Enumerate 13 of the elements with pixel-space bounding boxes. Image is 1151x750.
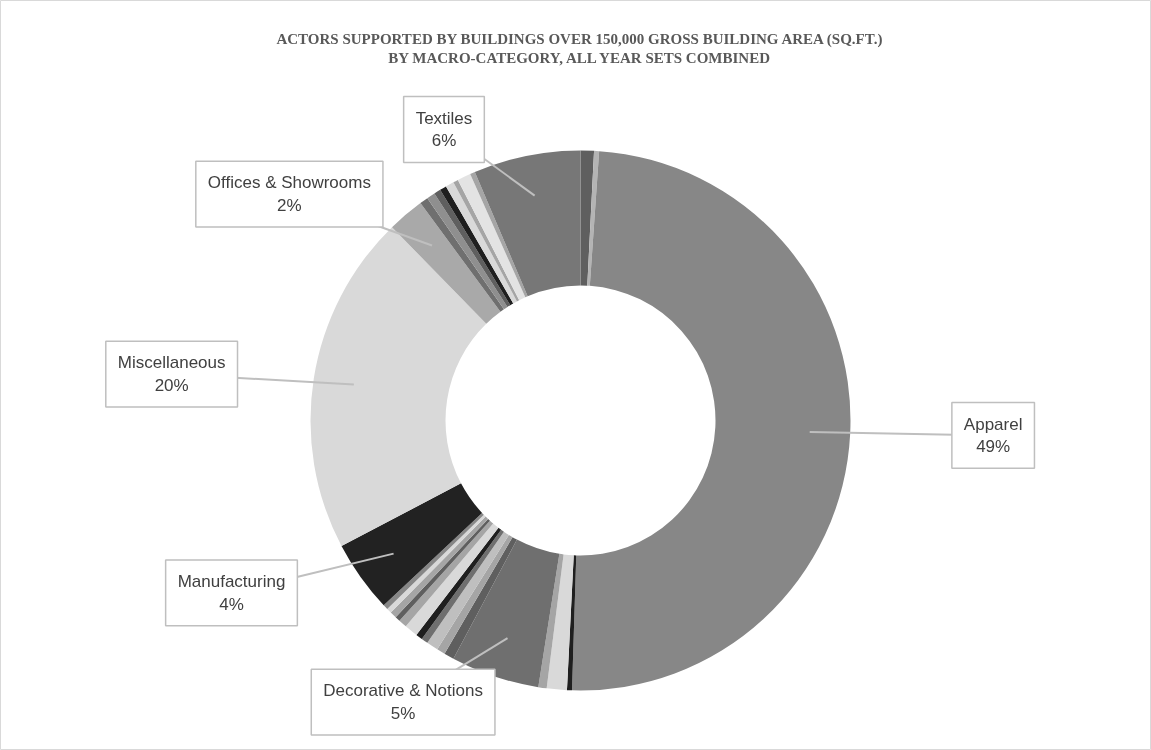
slice-label: Manufacturing <box>177 571 286 591</box>
data-label: 5% <box>390 703 416 723</box>
chart-title: ACTORS SUPPORTED BY BUILDINGS OVER 150,000 GROSS BUILDING AREA (SQ.FT.) BY MACRO-CATEGORY, ALL YEAR SETS COMBINED <box>276 30 883 66</box>
slice-label: Offices & Showrooms <box>207 173 371 193</box>
slice-label: Miscellaneous <box>117 353 226 373</box>
data-label: 20% <box>154 375 189 395</box>
data-label: 6% <box>431 131 457 151</box>
data-label: 2% <box>277 195 302 215</box>
data-label: 49% <box>976 437 1011 457</box>
slice-label: Textiles <box>415 108 473 128</box>
slice-label: Apparel <box>963 414 1023 434</box>
slice-label: Decorative & Notions <box>323 681 483 701</box>
data-label: 4% <box>219 594 244 614</box>
